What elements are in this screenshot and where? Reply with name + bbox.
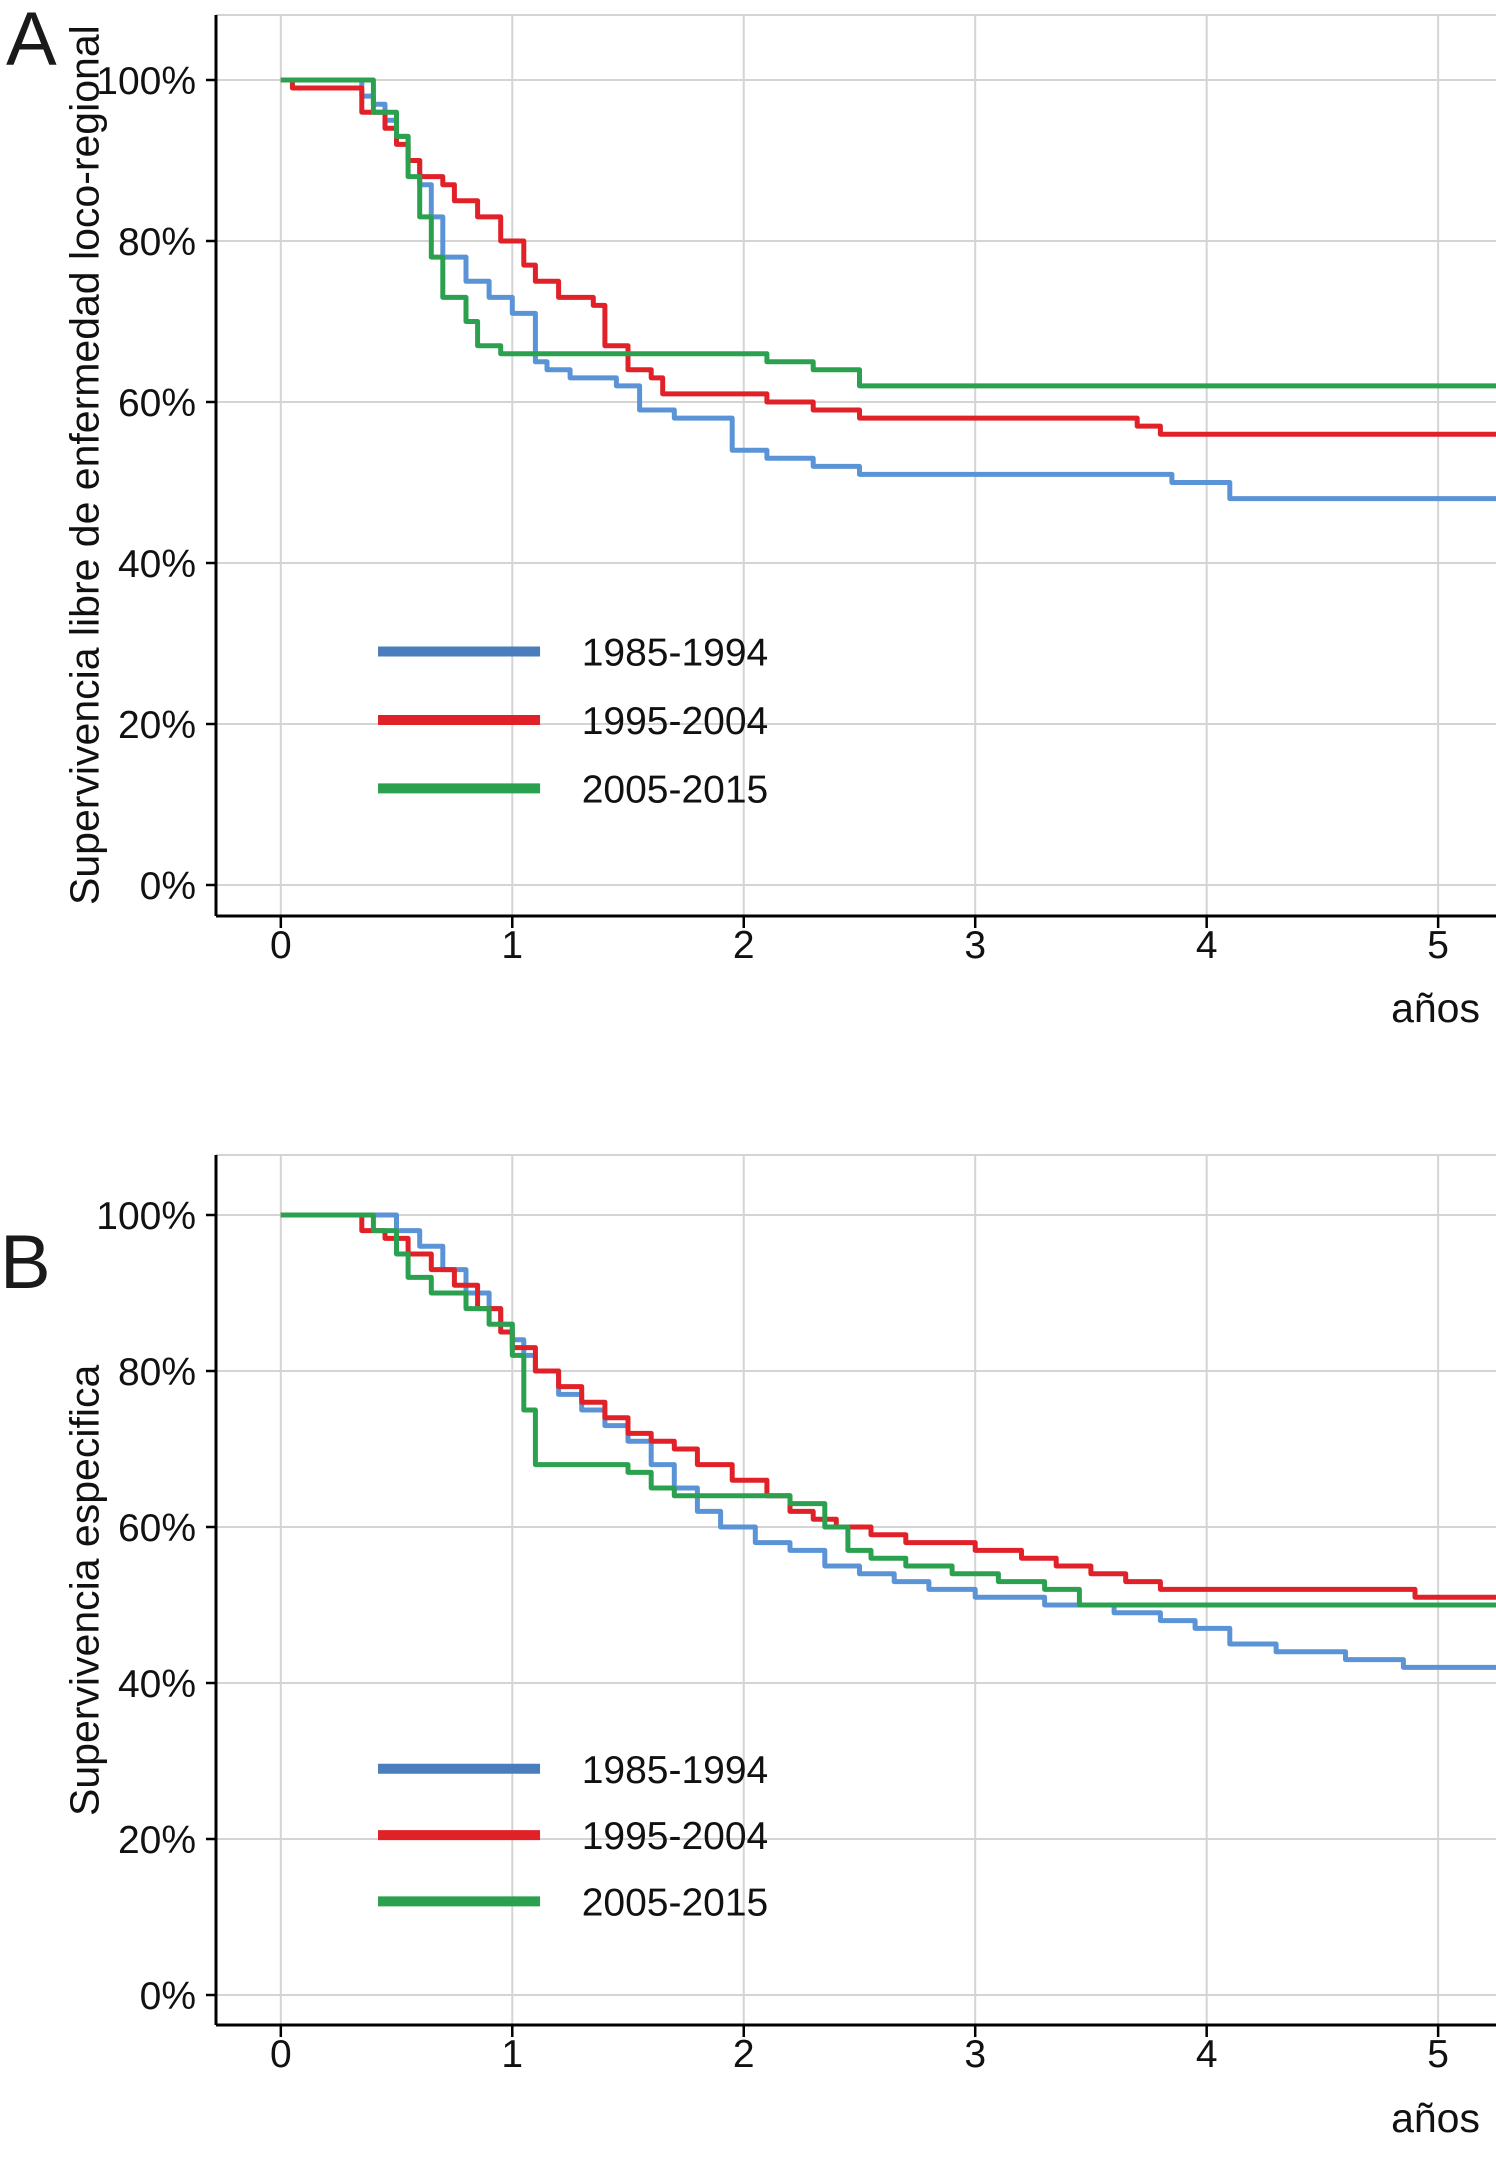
survival-curve-2005-2015 [280,1212,1496,1608]
panel-a: A Supervivencia libre de enfermedad loco… [6,0,1496,1031]
x-tick-label: 0 [270,2033,292,2076]
y-tick-label: 80% [118,1351,196,1394]
x-tick-label: 4 [1196,2033,1218,2076]
survival-curve-2005-2015 [280,77,1496,389]
y-tick-label: 80% [118,221,196,264]
x-tick-label: 5 [1427,924,1449,967]
legend-label-1985-1994: 1985-1994 [582,632,769,675]
legend-label-1995-2004: 1995-2004 [582,1815,769,1858]
x-tick-label: 2 [733,924,755,967]
panel-a-letter: A [6,0,57,82]
x-tick-label: 1 [501,924,523,967]
km-chart-b: 100% 80% 60% 40% 20% 0% 0 1 2 3 4 5 1985-1994 1995-20… [96,1154,1496,2076]
km-chart-a: 100% 80% 60% 40% 20% 0% 0 1 2 3 4 5 1985-1994 1995-20… [96,14,1496,967]
legend-label-2005-2015: 2005-2015 [582,1881,769,1924]
legend-label-2005-2015: 2005-2015 [582,768,769,811]
legend-label-1995-2004: 1995-2004 [582,700,769,743]
x-tick-label: 2 [733,2033,755,2076]
y-tick-label: 20% [118,1819,196,1862]
y-tick-label: 100% [96,1195,196,1238]
panel-b-letter: B [0,1220,51,1305]
panel-b-xlabel: años [1391,2095,1480,2141]
y-tick-label: 40% [118,1663,196,1706]
x-tick-label: 4 [1196,924,1218,967]
x-tick-label: 1 [501,2033,523,2076]
x-tick-label: 0 [270,924,292,967]
y-tick-label: 0% [140,865,196,908]
x-tick-label: 3 [964,2033,986,2076]
y-tick-label: 20% [118,704,196,747]
x-tick-label: 5 [1427,2033,1449,2076]
y-tick-label: 60% [118,382,196,425]
survival-curve-1995-2004 [280,1212,1496,1600]
legend-label-1985-1994: 1985-1994 [582,1749,769,1792]
y-tick-label: 40% [118,543,196,586]
y-tick-label: 100% [96,60,196,103]
y-tick-label: 60% [118,1507,196,1550]
panel-a-xlabel: años [1391,985,1480,1031]
y-tick-label: 0% [140,1975,196,2018]
panel-b: B Supervivencia especifica 100% 80% 60% 40%… [0,1085,1496,2170]
x-tick-label: 3 [964,924,986,967]
